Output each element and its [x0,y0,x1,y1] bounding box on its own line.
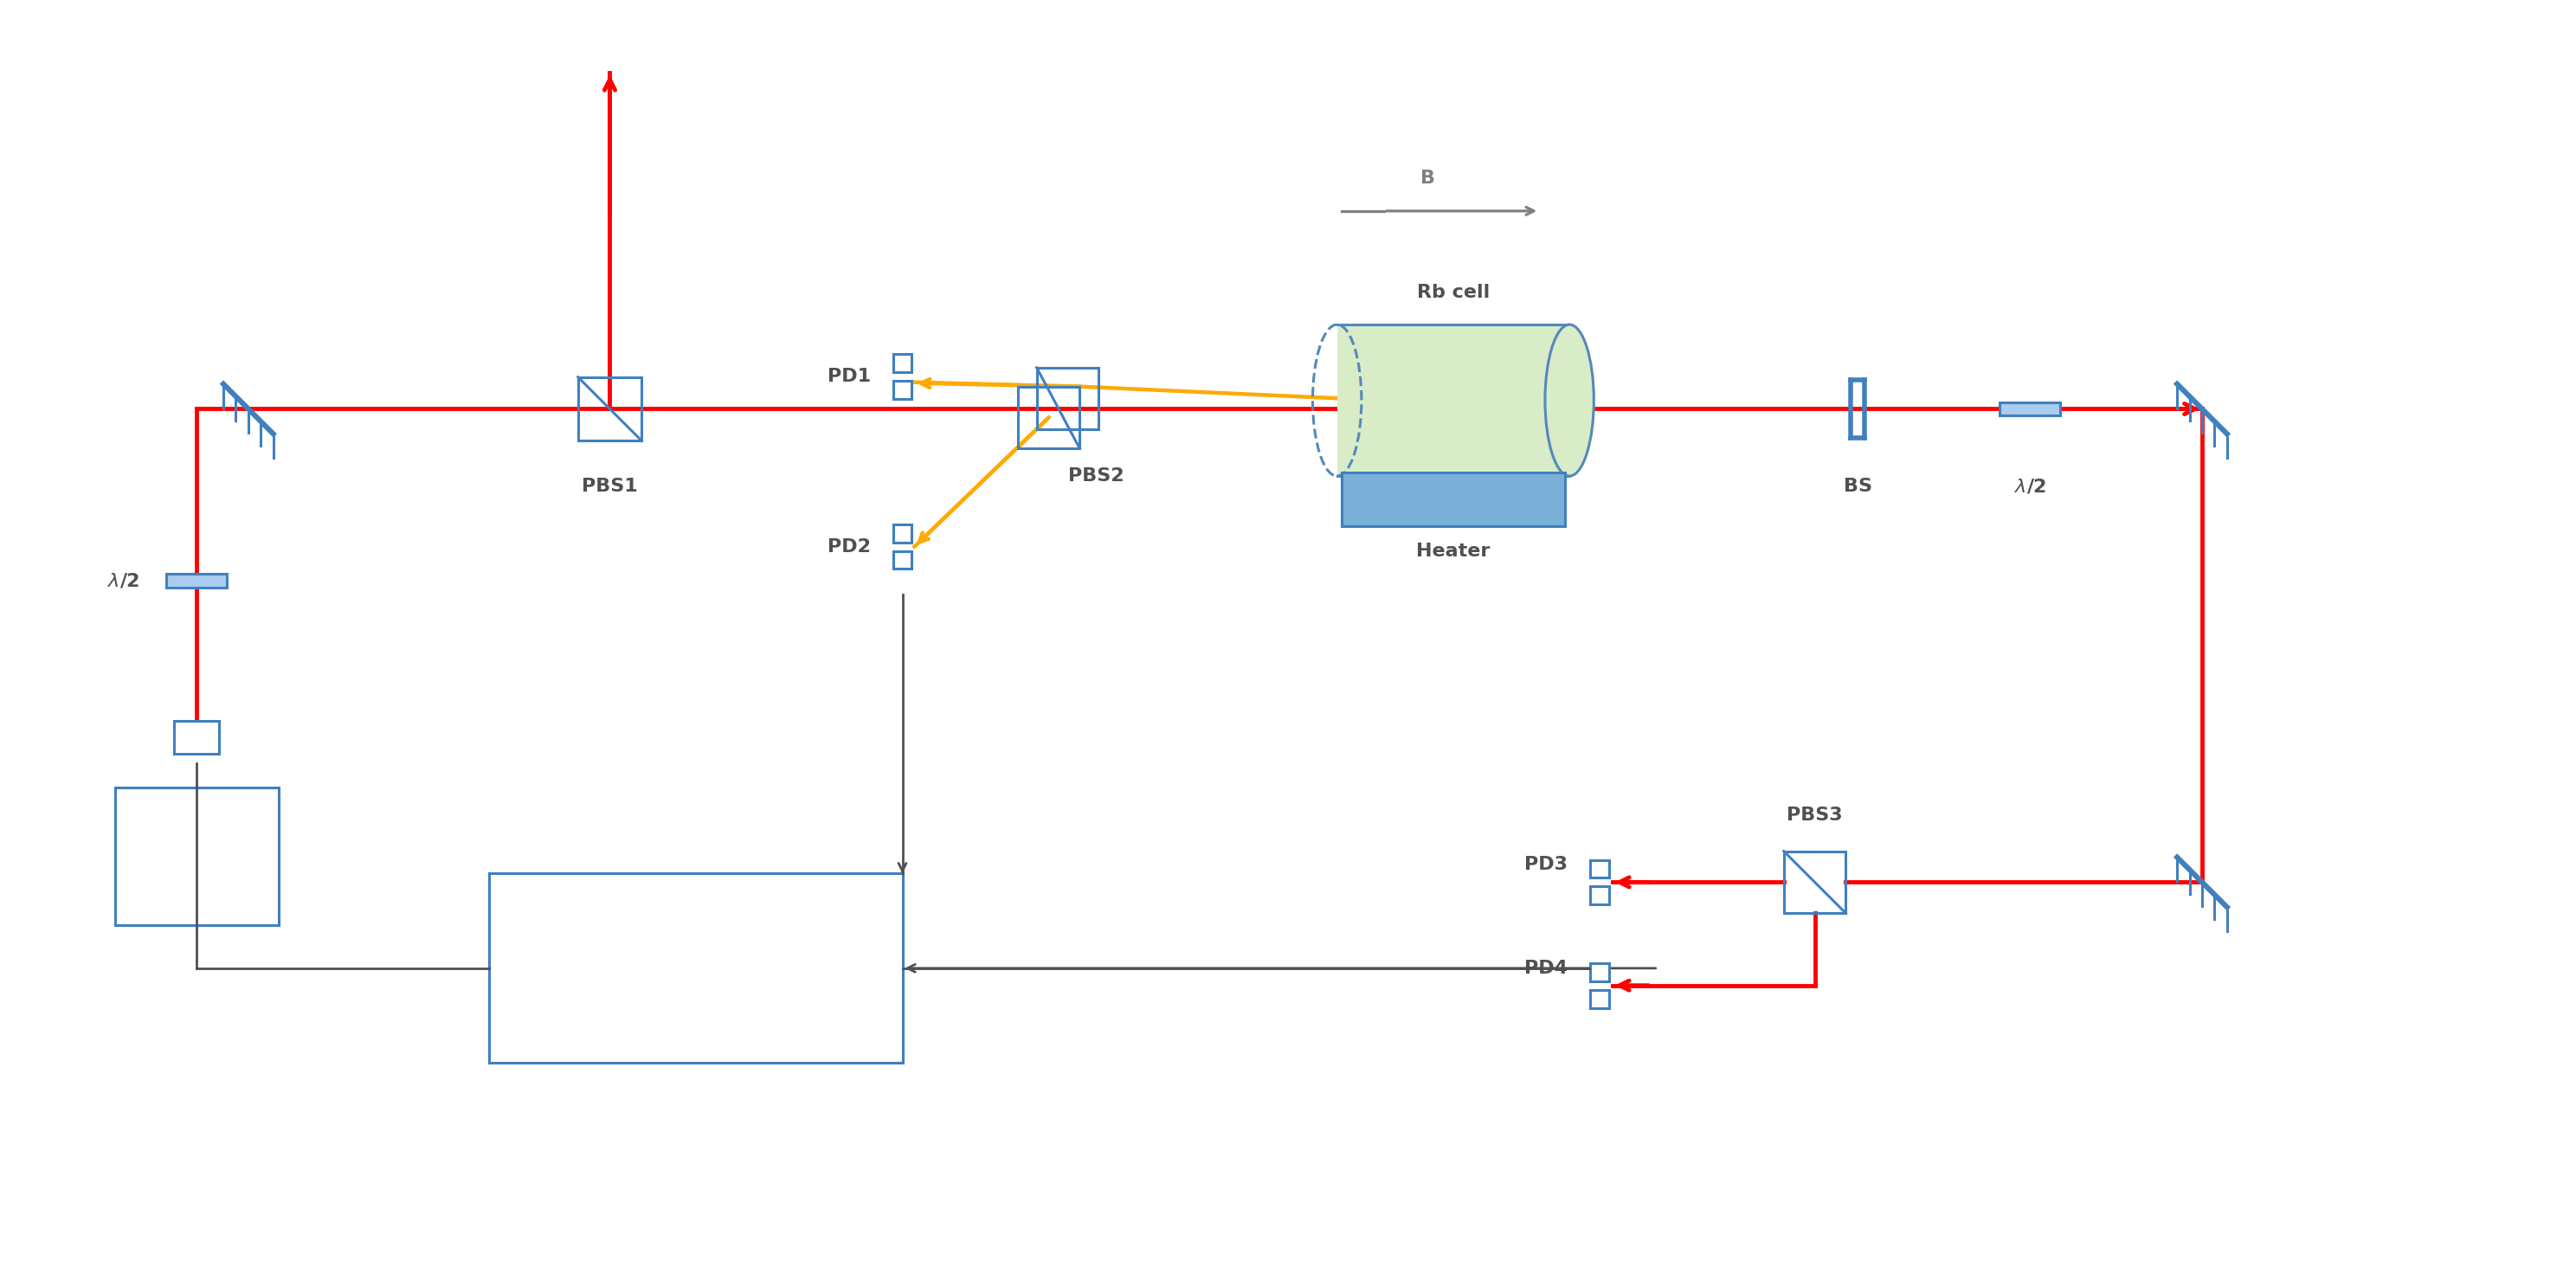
Polygon shape [1589,859,1610,878]
Text: PD1: PD1 [827,368,871,384]
Text: PBS3: PBS3 [1788,806,1842,824]
Polygon shape [1589,989,1610,1008]
Text: $\lambda$/2: $\lambda$/2 [108,572,139,591]
Polygon shape [489,873,902,1063]
Text: B: B [1419,169,1435,187]
Polygon shape [1589,886,1610,905]
Text: PD3: PD3 [1525,857,1569,873]
Polygon shape [1337,325,1569,476]
Ellipse shape [1546,325,1595,476]
Text: PBS2: PBS2 [1069,467,1123,485]
Polygon shape [1342,472,1566,526]
Text: PD4: PD4 [1525,960,1569,976]
Polygon shape [1999,402,2061,416]
Polygon shape [894,524,912,542]
Text: BS: BS [1844,477,1873,495]
Polygon shape [894,354,912,372]
Polygon shape [175,722,219,754]
Text: Rb cell: Rb cell [1417,284,1489,302]
Polygon shape [894,551,912,569]
Text: PBS1: PBS1 [582,477,639,495]
Text: $\lambda$/2: $\lambda$/2 [2014,477,2045,495]
Text: PD2: PD2 [827,538,871,555]
Polygon shape [116,788,278,925]
Text: 780nm
Laser: 780nm Laser [160,838,234,875]
Polygon shape [167,574,227,588]
Text: Servo
controller: Servo controller [641,950,750,987]
Polygon shape [1589,964,1610,981]
Text: Heater: Heater [1417,542,1489,560]
Polygon shape [894,381,912,398]
